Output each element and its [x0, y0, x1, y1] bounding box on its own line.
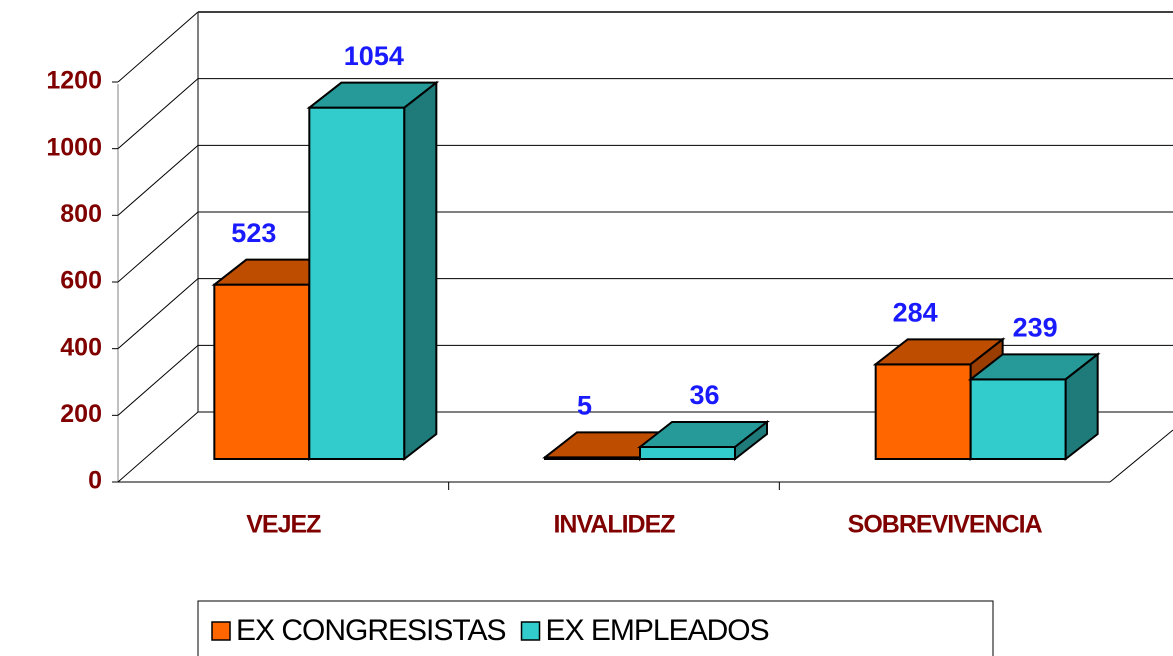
- legend-swatch: [520, 621, 541, 641]
- value-label: 1054: [344, 41, 404, 71]
- grid-line: [117, 278, 199, 350]
- grid-line: [117, 11, 199, 83]
- value-label: 239: [1013, 312, 1058, 342]
- y-tick-label: 1000: [46, 133, 102, 161]
- floor-edge: [1109, 429, 1173, 483]
- bar: [306, 80, 440, 462]
- y-tick-label: 800: [60, 200, 102, 228]
- grid-line: [117, 78, 199, 150]
- grid-line: [117, 344, 199, 416]
- value-label: 5: [577, 390, 592, 420]
- value-label: 36: [689, 380, 719, 410]
- grid-line: [117, 211, 199, 283]
- x-tick-label: SOBREVIVENCIA: [848, 511, 1043, 539]
- bar: [637, 419, 770, 462]
- legend-swatch: [211, 621, 231, 641]
- grid-line: [117, 144, 199, 216]
- value-label: 523: [231, 218, 276, 248]
- y-tick-label: 200: [60, 400, 102, 428]
- legend-label: EX CONGRESISTAS: [236, 614, 506, 647]
- value-label: 284: [893, 297, 938, 327]
- y-tick-label: 1200: [46, 67, 102, 95]
- y-tick-label: 0: [88, 467, 102, 495]
- x-tick-label: VEJEZ: [246, 511, 321, 539]
- y-tick-label: 400: [60, 333, 102, 361]
- legend-label: EX EMPLEADOS: [546, 614, 769, 647]
- grid-line: [117, 411, 199, 483]
- bar: [967, 352, 1101, 462]
- legend-box: [197, 600, 994, 656]
- x-tick-label: INVALIDEZ: [553, 511, 675, 539]
- y-tick-label: 600: [60, 267, 102, 295]
